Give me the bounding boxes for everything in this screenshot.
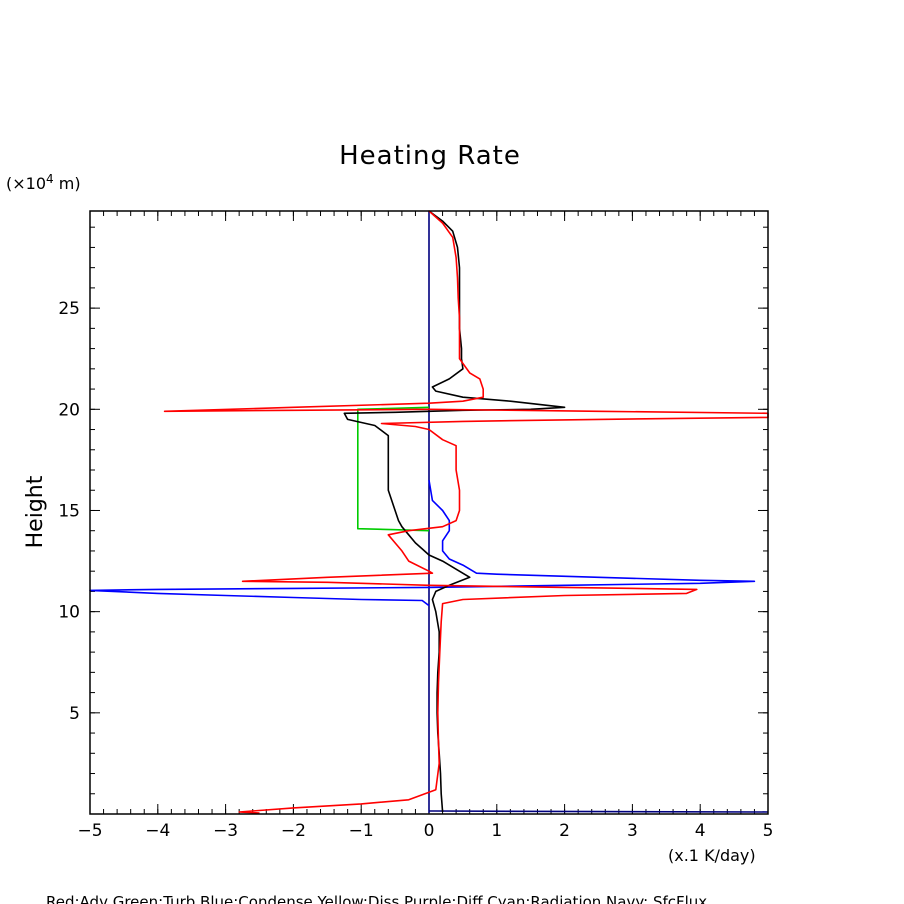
data-series [89, 210, 769, 814]
y-tick-label: 10 [58, 603, 80, 623]
y-unit-prefix: (×10 [6, 174, 46, 193]
x-tick-label: 0 [424, 821, 435, 841]
x-tick-label: −5 [77, 821, 102, 841]
y-tick-label: 15 [58, 501, 80, 521]
x-tick-label: 2 [559, 821, 570, 841]
series-green-line [356, 406, 430, 532]
y-tick-label: 20 [58, 400, 80, 420]
x-tick-label: 5 [763, 821, 774, 841]
chart-title: Heating Rate [339, 141, 521, 171]
x-tick-label: 3 [627, 821, 638, 841]
legend: Red:Adv Green:Turb Blue:Condense Yellow:… [46, 893, 707, 904]
x-tick-label: −2 [281, 821, 306, 841]
y-axis-title: Height [23, 475, 48, 548]
x-axis-title: (x.1 K/day) [668, 846, 756, 865]
x-tick-label: −1 [349, 821, 374, 841]
y-unit-exponent: 4 [46, 172, 54, 186]
y-unit-label: (×104 m) [6, 172, 81, 193]
series-navy-line [428, 210, 769, 813]
y-tick-label: 5 [69, 704, 80, 724]
series-black-line [343, 210, 566, 813]
x-tick-label: 1 [491, 821, 502, 841]
x-tick-label: −3 [213, 821, 238, 841]
y-tick-label: 25 [58, 299, 80, 319]
x-tick-label: 4 [695, 821, 706, 841]
y-unit-suffix: m) [54, 174, 81, 193]
x-tick-label: −4 [145, 821, 170, 841]
plot-frame [89, 210, 769, 815]
series-red-line [163, 210, 769, 814]
axis-ticks: −5 −4 −3 −2 −1 0 1 2 3 4 5 5 10 15 20 25 [58, 211, 773, 841]
series-blue-line [89, 479, 756, 607]
